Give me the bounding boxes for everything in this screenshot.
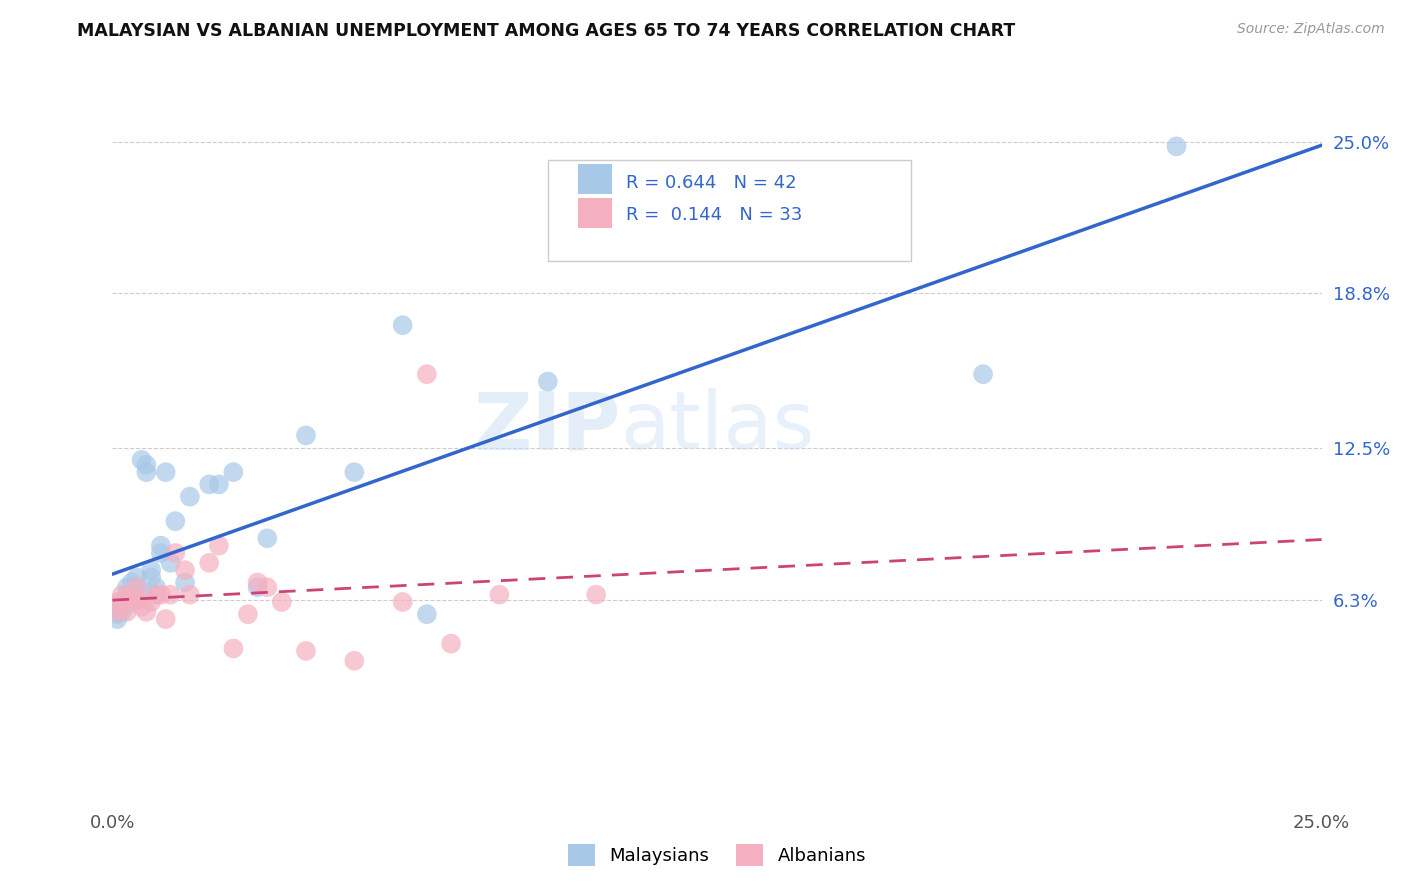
Point	[115, 580, 138, 594]
FancyBboxPatch shape	[548, 160, 911, 260]
Point	[222, 465, 245, 479]
Bar	[578, 198, 612, 228]
Point	[208, 477, 231, 491]
Point	[159, 588, 181, 602]
Text: Source: ZipAtlas.com: Source: ZipAtlas.com	[1237, 22, 1385, 37]
Point	[141, 570, 163, 584]
Point	[125, 580, 148, 594]
Text: R =  0.144   N = 33: R = 0.144 N = 33	[626, 206, 803, 225]
Text: ZIP: ZIP	[472, 388, 620, 467]
Point	[416, 367, 439, 381]
Point	[179, 490, 201, 504]
Point	[115, 588, 138, 602]
Point	[135, 458, 157, 472]
Point	[111, 588, 134, 602]
Point	[145, 588, 167, 602]
Point	[131, 599, 153, 614]
Point	[440, 637, 463, 651]
Point	[115, 605, 138, 619]
Point	[125, 592, 148, 607]
Point	[174, 575, 197, 590]
Point	[343, 654, 366, 668]
Point	[105, 612, 128, 626]
Point	[416, 607, 439, 622]
Point	[246, 580, 269, 594]
Legend: Malaysians, Albanians: Malaysians, Albanians	[561, 837, 873, 873]
Point	[105, 598, 128, 612]
Point	[145, 580, 167, 594]
Point	[391, 595, 413, 609]
Point	[972, 367, 994, 381]
Point	[179, 588, 201, 602]
Point	[165, 546, 187, 560]
Point	[111, 599, 134, 614]
Point	[165, 514, 187, 528]
Point	[295, 428, 318, 442]
Point	[256, 580, 278, 594]
Point	[121, 588, 143, 602]
Point	[174, 563, 197, 577]
Point	[135, 465, 157, 479]
Point	[198, 556, 221, 570]
Point	[121, 588, 143, 602]
Point	[256, 531, 278, 545]
Point	[270, 595, 292, 609]
Point	[105, 607, 128, 622]
Point	[111, 595, 134, 609]
Point	[145, 588, 167, 602]
Point	[208, 539, 231, 553]
Point	[131, 453, 153, 467]
Text: atlas: atlas	[620, 388, 814, 467]
Point	[198, 477, 221, 491]
Point	[149, 588, 172, 602]
Point	[111, 605, 134, 619]
Point	[155, 465, 177, 479]
Point	[155, 612, 177, 626]
Text: R = 0.644   N = 42: R = 0.644 N = 42	[626, 174, 797, 192]
Point	[125, 570, 148, 584]
Point	[111, 599, 134, 614]
Point	[1166, 139, 1188, 153]
Point	[236, 607, 259, 622]
Point	[295, 644, 318, 658]
Point	[115, 592, 138, 607]
Point	[135, 605, 157, 619]
Point	[391, 318, 413, 333]
Point	[121, 595, 143, 609]
Point	[141, 595, 163, 609]
Point	[585, 588, 607, 602]
Text: MALAYSIAN VS ALBANIAN UNEMPLOYMENT AMONG AGES 65 TO 74 YEARS CORRELATION CHART: MALAYSIAN VS ALBANIAN UNEMPLOYMENT AMONG…	[77, 22, 1015, 40]
Point	[537, 375, 560, 389]
Point	[488, 588, 510, 602]
Bar	[578, 164, 612, 194]
Point	[343, 465, 366, 479]
Point	[105, 605, 128, 619]
Point	[125, 592, 148, 607]
Point	[131, 588, 153, 602]
Point	[105, 595, 128, 609]
Point	[115, 592, 138, 607]
Point	[125, 580, 148, 594]
Point	[159, 556, 181, 570]
Point	[246, 575, 269, 590]
Point	[149, 546, 172, 560]
Point	[141, 563, 163, 577]
Point	[222, 641, 245, 656]
Point	[121, 575, 143, 590]
Point	[149, 539, 172, 553]
